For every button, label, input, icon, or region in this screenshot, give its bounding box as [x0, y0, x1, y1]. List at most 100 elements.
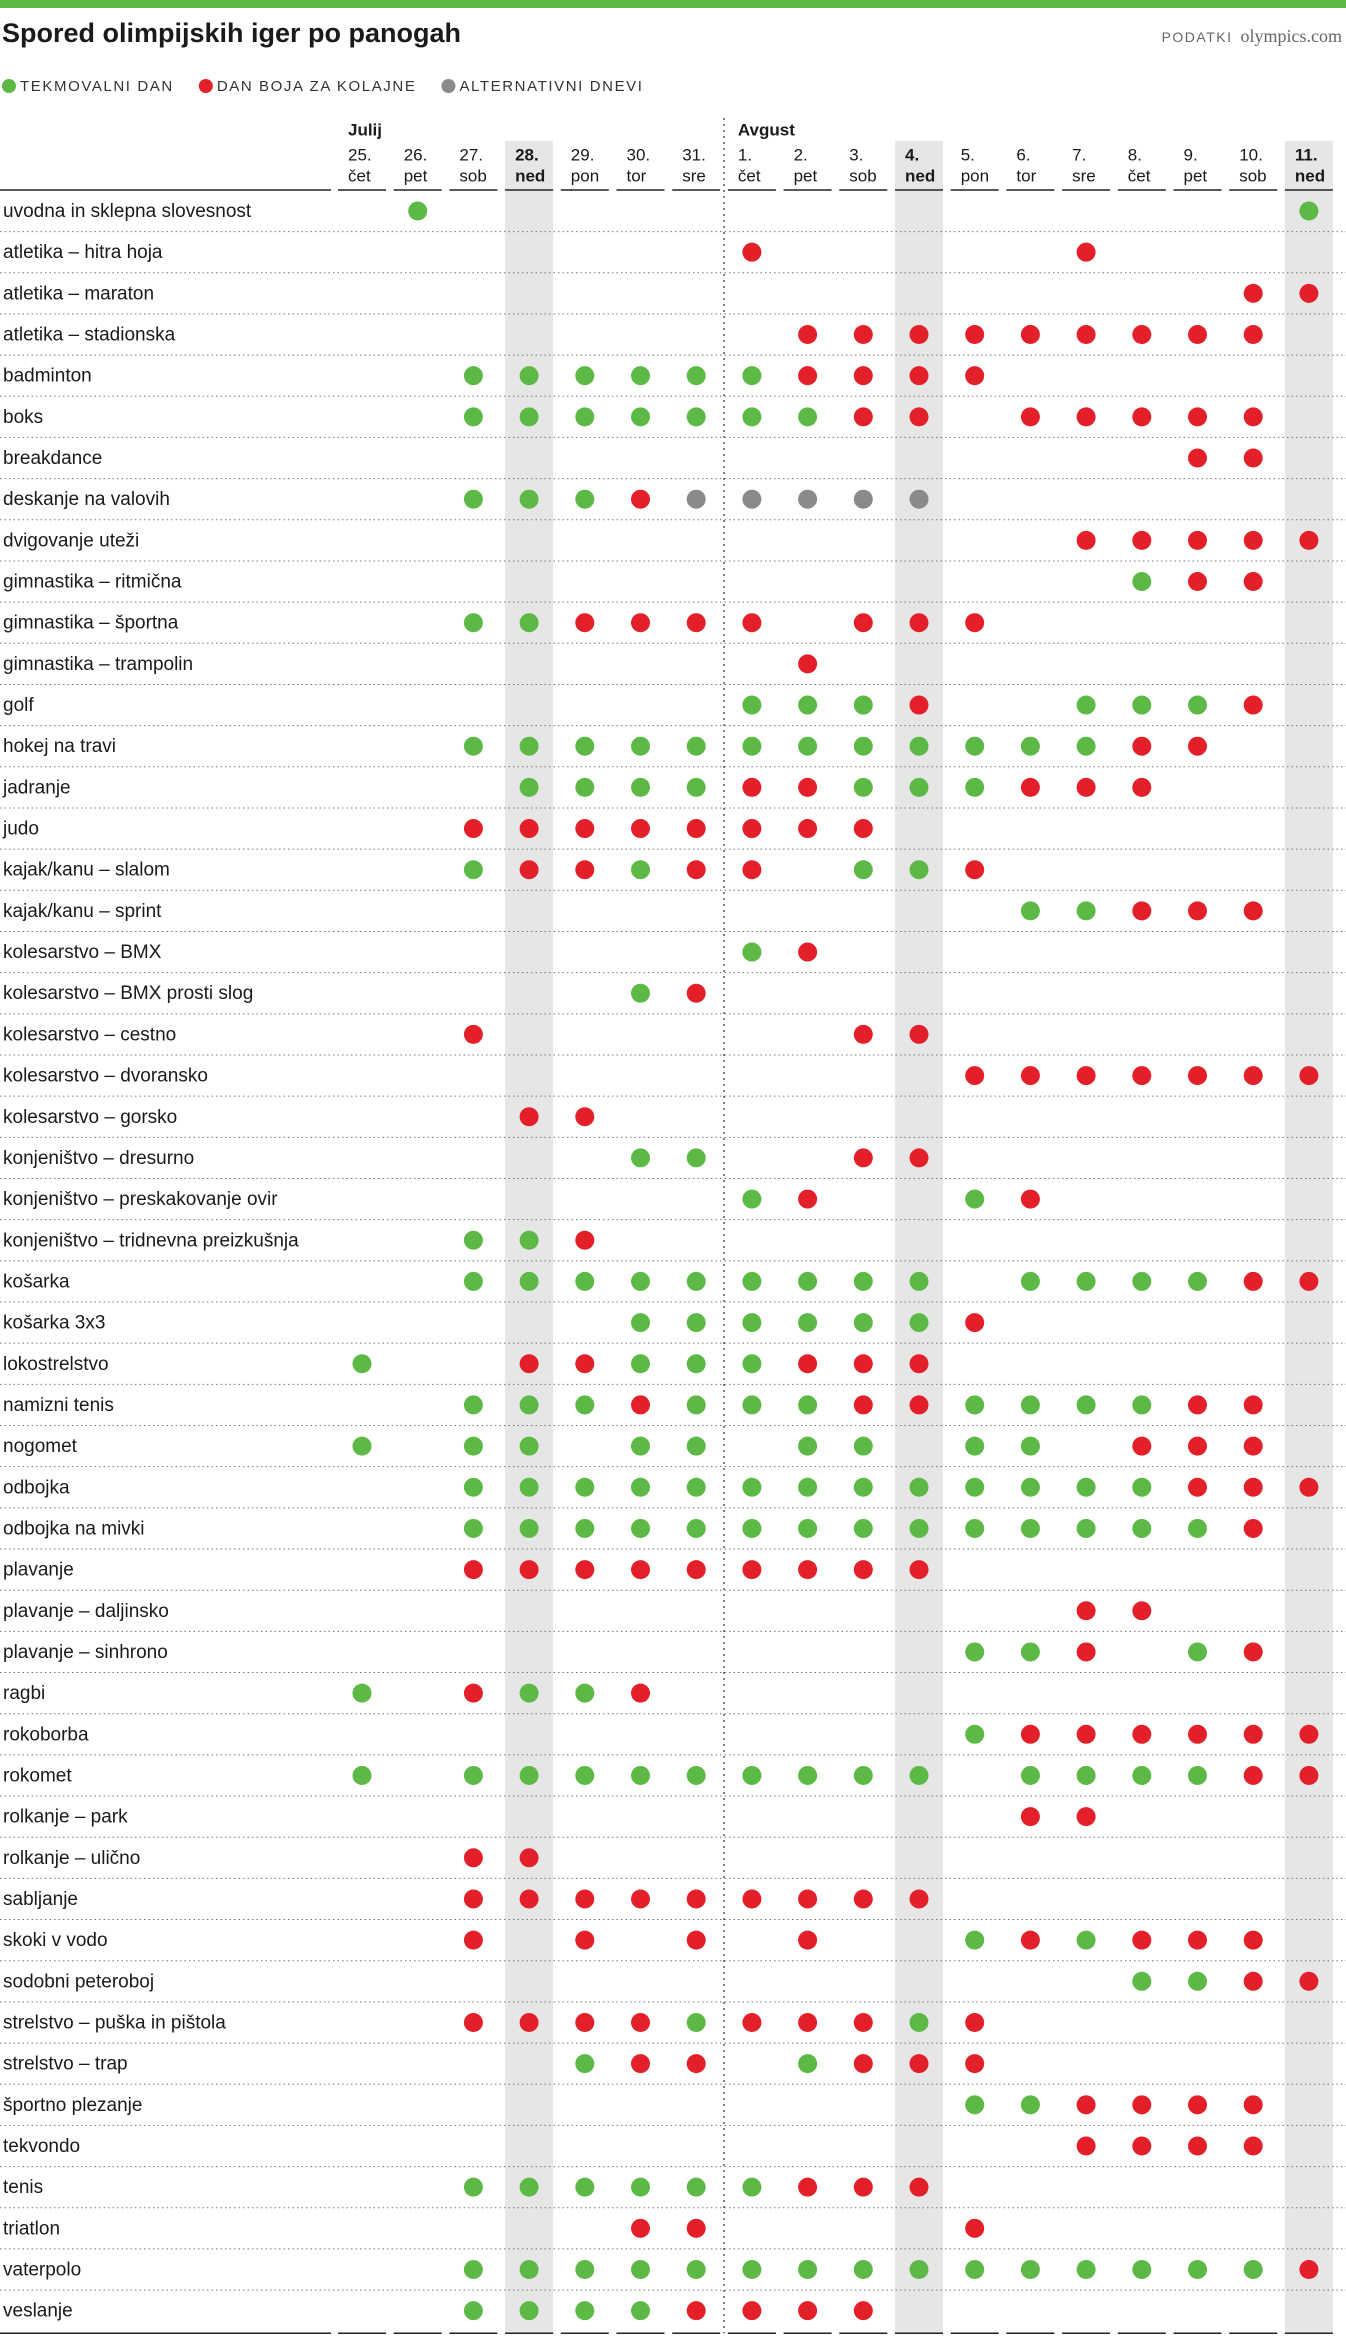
- schedule-dot: [965, 366, 985, 386]
- schedule-dot: [686, 2177, 706, 2197]
- schedule-dot: [1243, 325, 1263, 345]
- schedule-dot: [575, 1354, 595, 1374]
- row-label: rokomet: [3, 1765, 72, 1786]
- schedule-dot: [1076, 1518, 1096, 1538]
- schedule-dot: [686, 777, 706, 797]
- schedule-dot: [463, 1765, 483, 1785]
- schedule-dot: [631, 2054, 650, 2074]
- day-name: sre: [1072, 166, 1096, 185]
- schedule-dot: [965, 1477, 985, 1497]
- row-label: rolkanje – ulično: [3, 1848, 140, 1869]
- day-date: 6.: [1016, 145, 1030, 164]
- day-date: 26.: [404, 145, 428, 164]
- schedule-dot: [1243, 1395, 1263, 1415]
- schedule-dot: [1188, 1930, 1207, 1950]
- schedule-dot: [798, 2260, 818, 2279]
- schedule-dot: [742, 1477, 762, 1497]
- schedule-dot: [1132, 695, 1152, 715]
- schedule-dot: [631, 1395, 650, 1415]
- row-label: tekvondo: [3, 2136, 80, 2157]
- schedule-dot: [909, 1765, 929, 1785]
- row-label: atletika – maraton: [3, 283, 154, 304]
- schedule-dot: [853, 1477, 873, 1497]
- schedule-dot: [798, 1313, 818, 1333]
- schedule-dot: [909, 489, 929, 509]
- row-label: veslanje: [3, 2301, 73, 2322]
- row-label: vaterpolo: [3, 2260, 81, 2281]
- schedule-dot: [742, 407, 762, 427]
- content: TEKMOVALNI DAN DAN BOJA ZA KOLAJNE ALTERNA…: [2, 78, 1325, 2322]
- row-label: hokej na travi: [3, 736, 116, 757]
- schedule-dot: [463, 613, 483, 633]
- schedule-dot: [853, 1560, 873, 1580]
- schedule-dot: [909, 777, 929, 797]
- schedule-dot: [742, 1560, 762, 1580]
- schedule-dot: [1188, 448, 1207, 468]
- row-label: gimnastika – športna: [3, 613, 179, 634]
- schedule-dot: [463, 1930, 483, 1950]
- schedule-dot: [519, 1889, 539, 1909]
- day-date: 31.: [682, 145, 706, 164]
- schedule-dot: [1020, 1395, 1040, 1415]
- schedule-dot: [463, 1683, 483, 1703]
- schedule-dot: [742, 736, 762, 756]
- row-label: namizni tenis: [3, 1395, 114, 1416]
- schedule-dot: [965, 1724, 985, 1744]
- schedule-dot: [742, 1313, 762, 1333]
- schedule-dot: [686, 2218, 706, 2238]
- schedule-dot: [1076, 695, 1096, 715]
- row-label: odbojka na mivki: [3, 1518, 145, 1539]
- schedule-dot: [853, 407, 873, 427]
- schedule-dot: [1020, 1189, 1040, 1209]
- month-label: Avgust: [738, 120, 795, 139]
- schedule-dot: [1132, 1436, 1152, 1456]
- schedule-dot: [575, 1683, 595, 1703]
- schedule-dot: [742, 2301, 762, 2321]
- row-label: plavanje – sinhrono: [3, 1642, 168, 1663]
- schedule-dot: [798, 1271, 818, 1291]
- schedule-dot: [742, 777, 762, 797]
- schedule-dot: [909, 325, 929, 345]
- schedule-dot: [1076, 2095, 1096, 2115]
- schedule-dot: [631, 613, 650, 633]
- schedule-dot: [965, 1436, 985, 1456]
- schedule-dot: [1132, 572, 1152, 592]
- schedule-dot: [575, 1560, 595, 1580]
- schedule-dot: [853, 613, 873, 633]
- schedule-dot: [575, 1230, 595, 1250]
- schedule-dot: [853, 2260, 873, 2279]
- schedule-dot: [798, 1354, 818, 1374]
- schedule-dot: [519, 2012, 539, 2032]
- top-bar: [0, 0, 1346, 8]
- schedule-dot: [631, 1271, 650, 1291]
- schedule-dot: [853, 860, 873, 880]
- row-label: rolkanje – park: [3, 1807, 128, 1828]
- schedule-dot: [1076, 2136, 1096, 2156]
- schedule-dot: [909, 407, 929, 427]
- schedule-dot: [965, 1189, 985, 1209]
- schedule-dot: [1188, 2260, 1207, 2279]
- schedule-dot: [575, 489, 595, 509]
- schedule-dot: [965, 1642, 985, 1662]
- schedule-dot: [631, 1148, 650, 1168]
- day-name: čet: [738, 166, 761, 185]
- schedule-dot: [798, 489, 818, 509]
- schedule-dot: [798, 366, 818, 386]
- schedule-dot: [1188, 2095, 1207, 2115]
- highlight-bands: [505, 141, 1333, 2334]
- schedule-dot: [1020, 1765, 1040, 1785]
- schedule-dot: [853, 489, 873, 509]
- schedule-dot: [853, 1313, 873, 1333]
- schedule-dot: [1076, 407, 1096, 427]
- schedule-dot: [1132, 901, 1152, 921]
- schedule-dot: [463, 860, 483, 880]
- schedule-dot: [798, 1477, 818, 1497]
- schedule-dot: [686, 819, 706, 839]
- schedule-dot: [575, 2301, 595, 2321]
- schedule-dot: [853, 2301, 873, 2321]
- schedule-dot: [965, 325, 985, 345]
- schedule-dot: [1299, 1477, 1319, 1497]
- day-date: 30.: [627, 145, 651, 164]
- source-label: PODATKI: [1162, 29, 1233, 45]
- schedule-dot: [686, 736, 706, 756]
